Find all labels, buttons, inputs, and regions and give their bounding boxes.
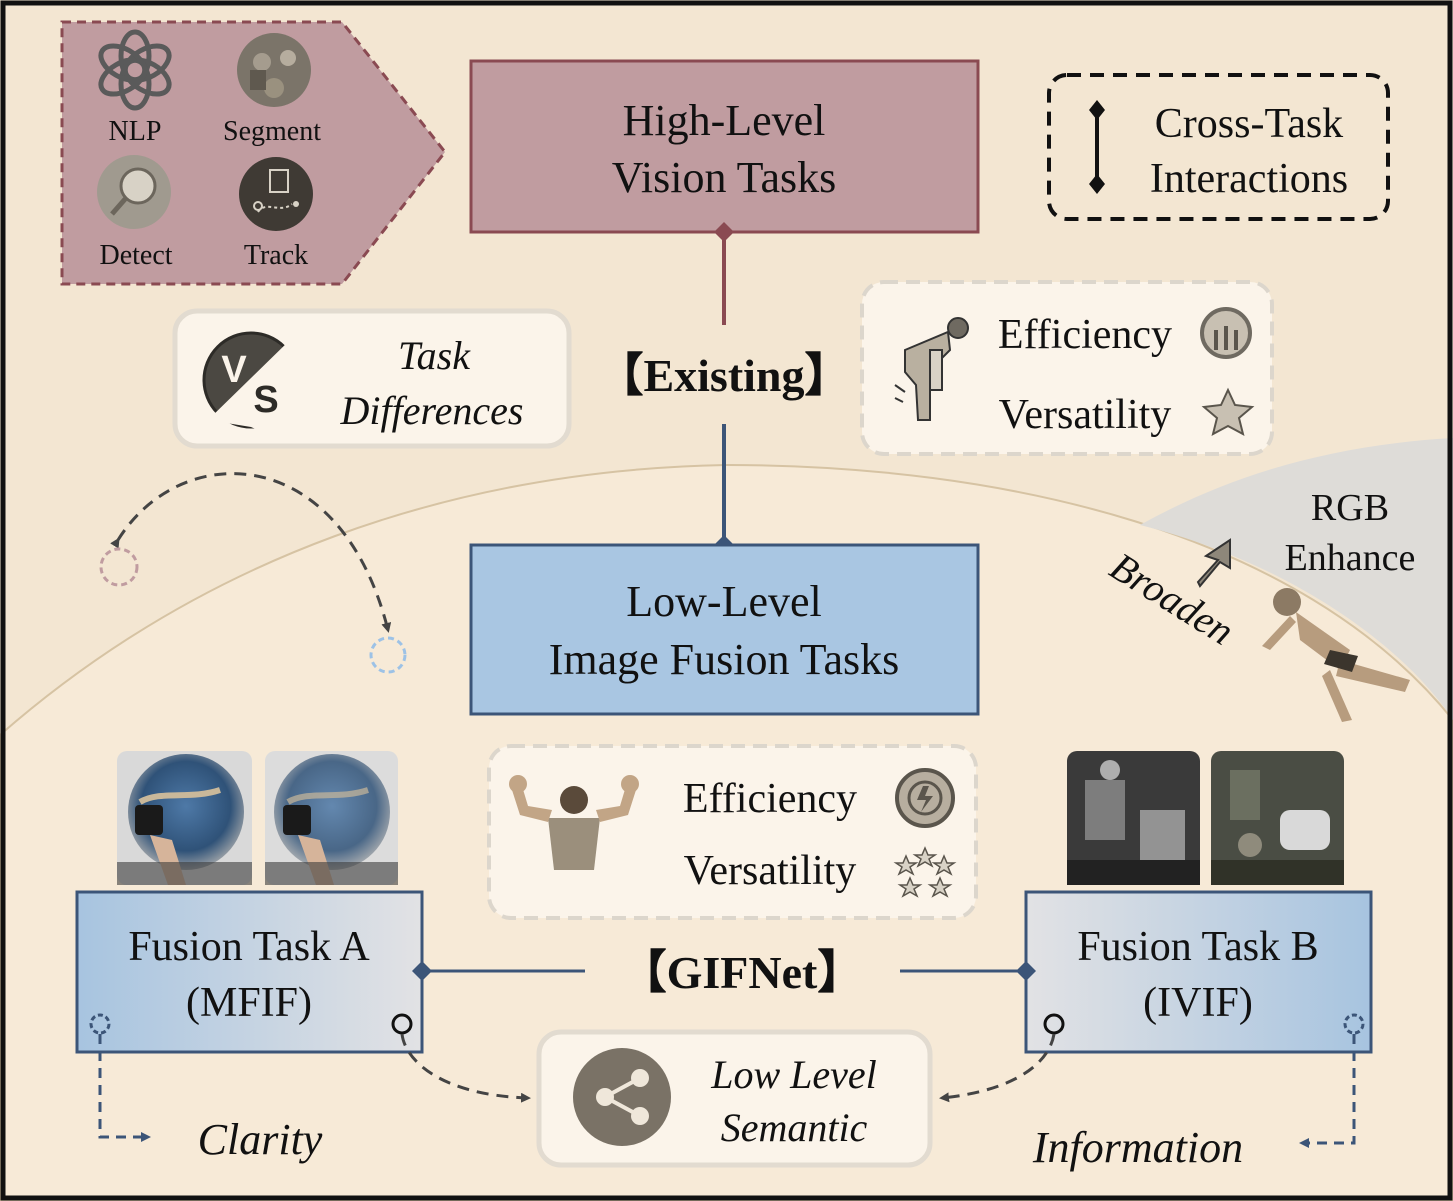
high-level-task-panel: NLP Segment Detect Track (60, 20, 447, 286)
cross-task-legend: Cross-Task Interactions (1047, 73, 1390, 221)
strong-person-icon (509, 775, 639, 870)
existing-label: 【Existing】 (597, 350, 850, 401)
nlp-label: NLP (109, 116, 162, 147)
task-a-to-semantic-arrow (400, 1033, 531, 1103)
task-a-images (117, 751, 398, 885)
star-ring-icon (893, 846, 957, 898)
share-nodes-icon (573, 1048, 671, 1146)
task-differences-line2: Differences (340, 388, 524, 433)
street-visible-photo (1211, 751, 1344, 885)
existing-props-box: Efficiency Versatility (860, 280, 1274, 456)
high-level-box: High-Level Vision Tasks (469, 59, 980, 234)
detect-label: Detect (99, 240, 172, 271)
legend-line1: Cross-Task (1155, 101, 1343, 147)
high-level-line1: High-Level (623, 96, 826, 145)
task-b-to-semantic-arrow (939, 1033, 1056, 1103)
fusion-task-b-box: Fusion Task B (IVIF) (1024, 890, 1373, 1054)
low-level-line2: Image Fusion Tasks (549, 635, 900, 684)
rgb-line1: RGB (1311, 487, 1389, 529)
task-a-diamond (412, 961, 432, 981)
street-infrared-photo (1067, 751, 1200, 885)
high-level-line2: Vision Tasks (612, 153, 837, 202)
task-a-line1: Fusion Task A (128, 924, 370, 970)
track-route-icon (239, 157, 313, 231)
task-differences-line1: Task (398, 333, 471, 378)
tired-person-icon (894, 317, 969, 421)
segment-label: Segment (223, 116, 321, 147)
versus-v: V (221, 349, 247, 391)
gifnet-versatility-label: Versatility (684, 848, 857, 894)
task-b-line2: (IVIF) (1143, 980, 1253, 1026)
gifnet-label: 【GIFNet】 (621, 947, 864, 998)
versus-icon: V S (202, 331, 321, 432)
gifnet-efficiency-label: Efficiency (683, 776, 857, 822)
task-b-line1: Fusion Task B (1077, 924, 1318, 970)
rgb-line2: Enhance (1285, 537, 1416, 579)
fusion-task-a-box: Fusion Task A (MFIF) (75, 890, 424, 1054)
cross-task-arc (110, 472, 392, 633)
task-a-line2: (MFIF) (186, 980, 312, 1026)
low-gauge-icon (1200, 307, 1252, 359)
versus-s: S (253, 379, 278, 421)
semantic-line2: Semantic (721, 1105, 868, 1150)
globe-photo-near-focus (117, 751, 252, 885)
existing-efficiency-label: Efficiency (998, 312, 1172, 358)
clarity-label: Clarity (198, 1115, 323, 1164)
low-level-node-marker (369, 636, 407, 674)
gifnet-props-box: Efficiency Versatility (487, 744, 978, 920)
segment-photo-icon (237, 33, 311, 107)
information-arrow (1299, 1034, 1356, 1148)
broaden-arrow (1196, 538, 1231, 588)
legend-line2: Interactions (1150, 156, 1348, 202)
task-b-diamond (1016, 961, 1036, 981)
high-level-node-marker (99, 547, 139, 587)
fast-gauge-icon (895, 768, 955, 828)
clarity-arrow (98, 1034, 151, 1142)
leaping-person-icon (1262, 588, 1410, 722)
globe-photo-far-focus (265, 751, 398, 885)
existing-versatility-label: Versatility (999, 392, 1172, 438)
information-label: Information (1032, 1123, 1243, 1172)
low-level-line1: Low-Level (626, 577, 821, 626)
high-level-diamond (714, 222, 734, 242)
task-b-images (1067, 751, 1344, 885)
semantic-line1: Low Level (710, 1052, 877, 1097)
rgb-enhance-region (1140, 438, 1453, 720)
task-differences-box: V S Task Differences (172, 308, 572, 449)
low-level-box: Low-Level Image Fusion Tasks (469, 543, 980, 716)
semantic-box: Low Level Semantic (536, 1029, 933, 1168)
track-label: Track (244, 240, 308, 271)
single-star-icon (1201, 387, 1255, 436)
detect-photo-icon (97, 155, 171, 229)
